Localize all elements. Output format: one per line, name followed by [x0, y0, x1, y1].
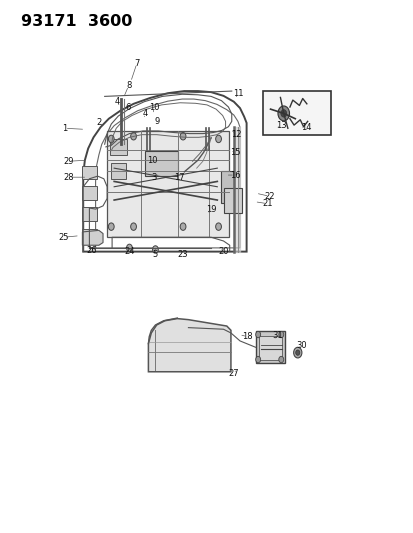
Circle shape — [131, 133, 136, 140]
Bar — [110, 139, 127, 155]
Bar — [145, 151, 178, 176]
Circle shape — [108, 135, 114, 143]
Text: 5: 5 — [152, 251, 158, 260]
Text: 20: 20 — [218, 247, 228, 256]
Circle shape — [293, 348, 301, 358]
Text: 6: 6 — [125, 102, 130, 111]
Text: 9: 9 — [154, 117, 160, 126]
Text: 27: 27 — [228, 369, 239, 378]
Bar — [262, 91, 330, 135]
Circle shape — [255, 332, 260, 338]
Bar — [82, 166, 97, 179]
Text: 13: 13 — [275, 121, 286, 130]
Bar — [111, 163, 126, 179]
Circle shape — [131, 223, 136, 230]
Circle shape — [277, 106, 289, 121]
Text: 30: 30 — [296, 341, 306, 350]
Circle shape — [108, 223, 114, 230]
Text: 10: 10 — [147, 156, 157, 165]
Text: 8: 8 — [126, 81, 131, 90]
Text: 4: 4 — [142, 109, 147, 118]
Circle shape — [126, 244, 132, 252]
Text: 12: 12 — [230, 130, 240, 139]
Text: 14: 14 — [300, 123, 311, 132]
Text: 31: 31 — [272, 331, 282, 340]
Circle shape — [280, 110, 286, 117]
Bar — [258, 336, 281, 360]
Text: 24: 24 — [124, 247, 134, 256]
Text: 19: 19 — [205, 205, 216, 214]
Circle shape — [215, 223, 221, 230]
Text: 29: 29 — [63, 157, 74, 166]
Text: 18: 18 — [242, 332, 252, 341]
Circle shape — [180, 223, 185, 230]
Circle shape — [278, 357, 283, 363]
Bar — [82, 186, 97, 199]
Circle shape — [152, 246, 158, 253]
Bar — [255, 332, 285, 364]
Text: 21: 21 — [262, 199, 273, 208]
Text: 2: 2 — [96, 118, 101, 127]
Bar — [82, 207, 97, 221]
Bar — [221, 171, 233, 203]
Text: 93171  3600: 93171 3600 — [21, 14, 133, 29]
Circle shape — [278, 332, 283, 338]
Text: 1: 1 — [62, 124, 67, 133]
Polygon shape — [82, 230, 103, 245]
Circle shape — [180, 133, 185, 140]
Text: 23: 23 — [177, 251, 188, 260]
Bar — [223, 188, 242, 213]
Text: 26: 26 — [86, 246, 97, 255]
Text: 17: 17 — [173, 173, 184, 182]
Polygon shape — [148, 319, 230, 372]
Circle shape — [255, 357, 260, 363]
Text: 25: 25 — [58, 233, 69, 242]
Circle shape — [215, 135, 221, 143]
Text: 28: 28 — [63, 173, 74, 182]
Text: 15: 15 — [229, 148, 240, 157]
Text: 3: 3 — [151, 173, 157, 182]
Bar — [82, 229, 97, 242]
Text: 4: 4 — [114, 97, 119, 106]
Text: 7: 7 — [134, 59, 139, 68]
Text: 11: 11 — [232, 89, 242, 98]
Circle shape — [295, 350, 299, 356]
Bar — [107, 131, 228, 237]
Text: 22: 22 — [264, 192, 274, 201]
Text: 10: 10 — [149, 102, 159, 111]
Text: 16: 16 — [229, 171, 240, 180]
